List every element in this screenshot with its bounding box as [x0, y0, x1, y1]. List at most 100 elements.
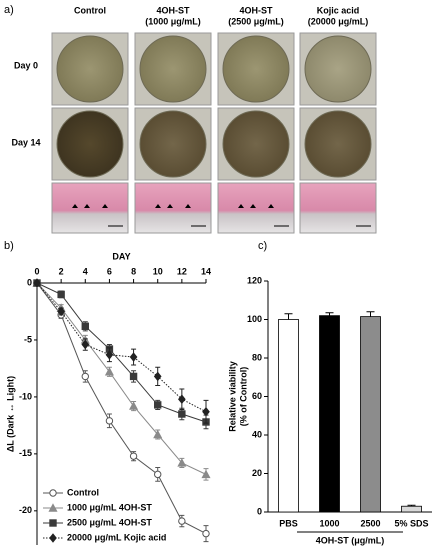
y-axis-label: ΔL (Dark ↔ Light): [5, 376, 15, 452]
y-tick-label: 0: [257, 506, 262, 516]
y-tick-label: 80: [252, 352, 262, 362]
histology: [299, 182, 377, 234]
x-tick-label: 2500: [360, 518, 380, 528]
arrowhead: [250, 204, 256, 208]
marker: [105, 349, 114, 360]
bar: [360, 316, 381, 513]
x-tick-label: 4: [83, 266, 88, 276]
legend-label: 2500 μg/mL 4OH-ST: [67, 517, 152, 527]
marker: [129, 372, 138, 381]
panel-label: b): [4, 240, 14, 252]
marker: [81, 322, 89, 330]
x-tick-label: 1000: [319, 518, 339, 528]
group-label: 4OH-ST (μg/mL): [316, 535, 385, 545]
arrowhead: [102, 204, 108, 208]
marker: [81, 372, 89, 381]
y-tick-label: -15: [19, 448, 32, 458]
marker: [202, 529, 210, 538]
well: [139, 110, 207, 178]
marker: [178, 517, 186, 525]
arrowhead: [238, 204, 244, 208]
marker: [177, 458, 187, 467]
marker: [81, 339, 90, 350]
marker: [202, 406, 210, 417]
well: [304, 35, 372, 103]
x-tick-label: 6: [107, 266, 112, 276]
y-tick-label: 120: [247, 275, 262, 285]
marker: [153, 371, 162, 382]
well: [139, 35, 207, 103]
x-axis-label: DAY: [112, 251, 130, 261]
x-tick-label: PBS: [279, 518, 298, 528]
legend-marker: [49, 519, 57, 527]
bar: [278, 319, 299, 513]
marker: [129, 452, 138, 460]
marker: [154, 401, 162, 409]
row-label: Day 0: [14, 60, 38, 70]
legend-marker: [49, 533, 57, 543]
x-tick-label: 8: [131, 266, 136, 276]
y-tick-label: 100: [247, 314, 262, 324]
marker: [57, 306, 65, 317]
y-tick-label: 40: [252, 429, 262, 439]
legend-marker: [49, 489, 57, 497]
marker: [57, 290, 65, 299]
y-tick-label: 20: [252, 468, 262, 478]
well: [304, 110, 372, 178]
marker: [33, 278, 41, 288]
y-axis-label: Relative viability: [227, 361, 237, 432]
y-tick-label: 0: [27, 277, 32, 287]
arrowhead: [185, 204, 191, 208]
arrowhead: [167, 204, 173, 208]
x-tick-label: 2: [59, 266, 64, 276]
histology: [217, 182, 295, 234]
y-tick-label: -20: [19, 505, 32, 515]
arrowhead: [72, 204, 78, 208]
column-header: (20000 μg/mL): [308, 16, 369, 26]
marker: [104, 367, 114, 376]
panel-label: a): [4, 4, 14, 16]
marker: [153, 429, 163, 439]
x-tick-label: 0: [34, 266, 39, 276]
column-header: Control: [74, 5, 106, 15]
y-tick-label: -10: [19, 391, 32, 401]
row-label: Day 14: [11, 137, 40, 147]
x-tick-label: 5% SDS: [394, 518, 428, 528]
column-header: (2500 μg/mL): [228, 16, 284, 26]
well: [222, 35, 290, 103]
y-axis-label: (% of Control): [238, 367, 248, 426]
column-header: 4OH-ST: [239, 5, 273, 15]
marker: [129, 401, 139, 410]
x-tick-label: 12: [177, 266, 187, 276]
well: [56, 35, 124, 103]
marker: [129, 352, 138, 362]
marker: [201, 469, 211, 479]
column-header: (1000 μg/mL): [145, 16, 201, 26]
legend-label: 20000 μg/mL Kojic acid: [67, 532, 166, 542]
arrowhead: [84, 204, 90, 208]
bar: [319, 315, 340, 513]
arrowhead: [155, 204, 161, 208]
series-line: [36, 282, 207, 475]
x-tick-label: 10: [153, 266, 163, 276]
panel-label: c): [258, 240, 267, 252]
well: [56, 110, 124, 178]
marker: [178, 410, 186, 418]
y-tick-label: -5: [24, 334, 32, 344]
error-bar: [284, 313, 293, 320]
series-line: [36, 282, 207, 535]
well: [222, 110, 290, 178]
error-bar: [366, 311, 375, 317]
x-tick-label: 14: [201, 266, 211, 276]
y-tick-label: 60: [252, 391, 262, 401]
series-line: [36, 282, 207, 423]
marker: [154, 470, 162, 479]
marker: [105, 417, 114, 425]
legend-label: 1000 μg/mL 4OH-ST: [67, 502, 152, 512]
arrowhead: [268, 204, 274, 208]
bar: [401, 505, 422, 513]
error-bar: [325, 312, 334, 316]
legend-label: Control: [67, 487, 99, 497]
marker: [178, 394, 186, 404]
legend-marker: [48, 503, 58, 512]
